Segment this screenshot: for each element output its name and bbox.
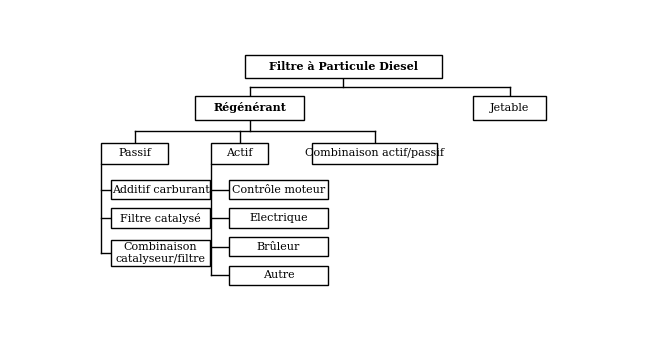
FancyBboxPatch shape (211, 143, 268, 164)
FancyBboxPatch shape (473, 96, 546, 120)
FancyBboxPatch shape (245, 55, 442, 78)
Text: Autre: Autre (263, 270, 294, 280)
Text: Contrôle moteur: Contrôle moteur (232, 185, 325, 195)
FancyBboxPatch shape (196, 96, 304, 120)
FancyBboxPatch shape (111, 240, 210, 266)
FancyBboxPatch shape (229, 237, 328, 256)
Text: Brûleur: Brûleur (257, 242, 300, 252)
Text: Jetable: Jetable (490, 103, 529, 113)
FancyBboxPatch shape (229, 180, 328, 200)
Text: Electrique: Electrique (249, 213, 308, 223)
Text: Combinaison
catalyseur/filtre: Combinaison catalyseur/filtre (116, 242, 206, 264)
Text: Combinaison actif/passif: Combinaison actif/passif (305, 148, 444, 158)
FancyBboxPatch shape (229, 209, 328, 228)
FancyBboxPatch shape (111, 209, 210, 228)
FancyBboxPatch shape (229, 266, 328, 285)
Text: Régénérant: Régénérant (214, 102, 286, 114)
Text: Additif carburant: Additif carburant (112, 185, 210, 195)
Text: Filtre catalysé: Filtre catalysé (120, 213, 201, 224)
FancyBboxPatch shape (111, 180, 210, 200)
Text: Filtre à Particule Diesel: Filtre à Particule Diesel (269, 61, 418, 72)
FancyBboxPatch shape (101, 143, 168, 164)
Text: Passif: Passif (118, 148, 151, 158)
Text: Actif: Actif (226, 148, 253, 158)
FancyBboxPatch shape (312, 143, 437, 164)
